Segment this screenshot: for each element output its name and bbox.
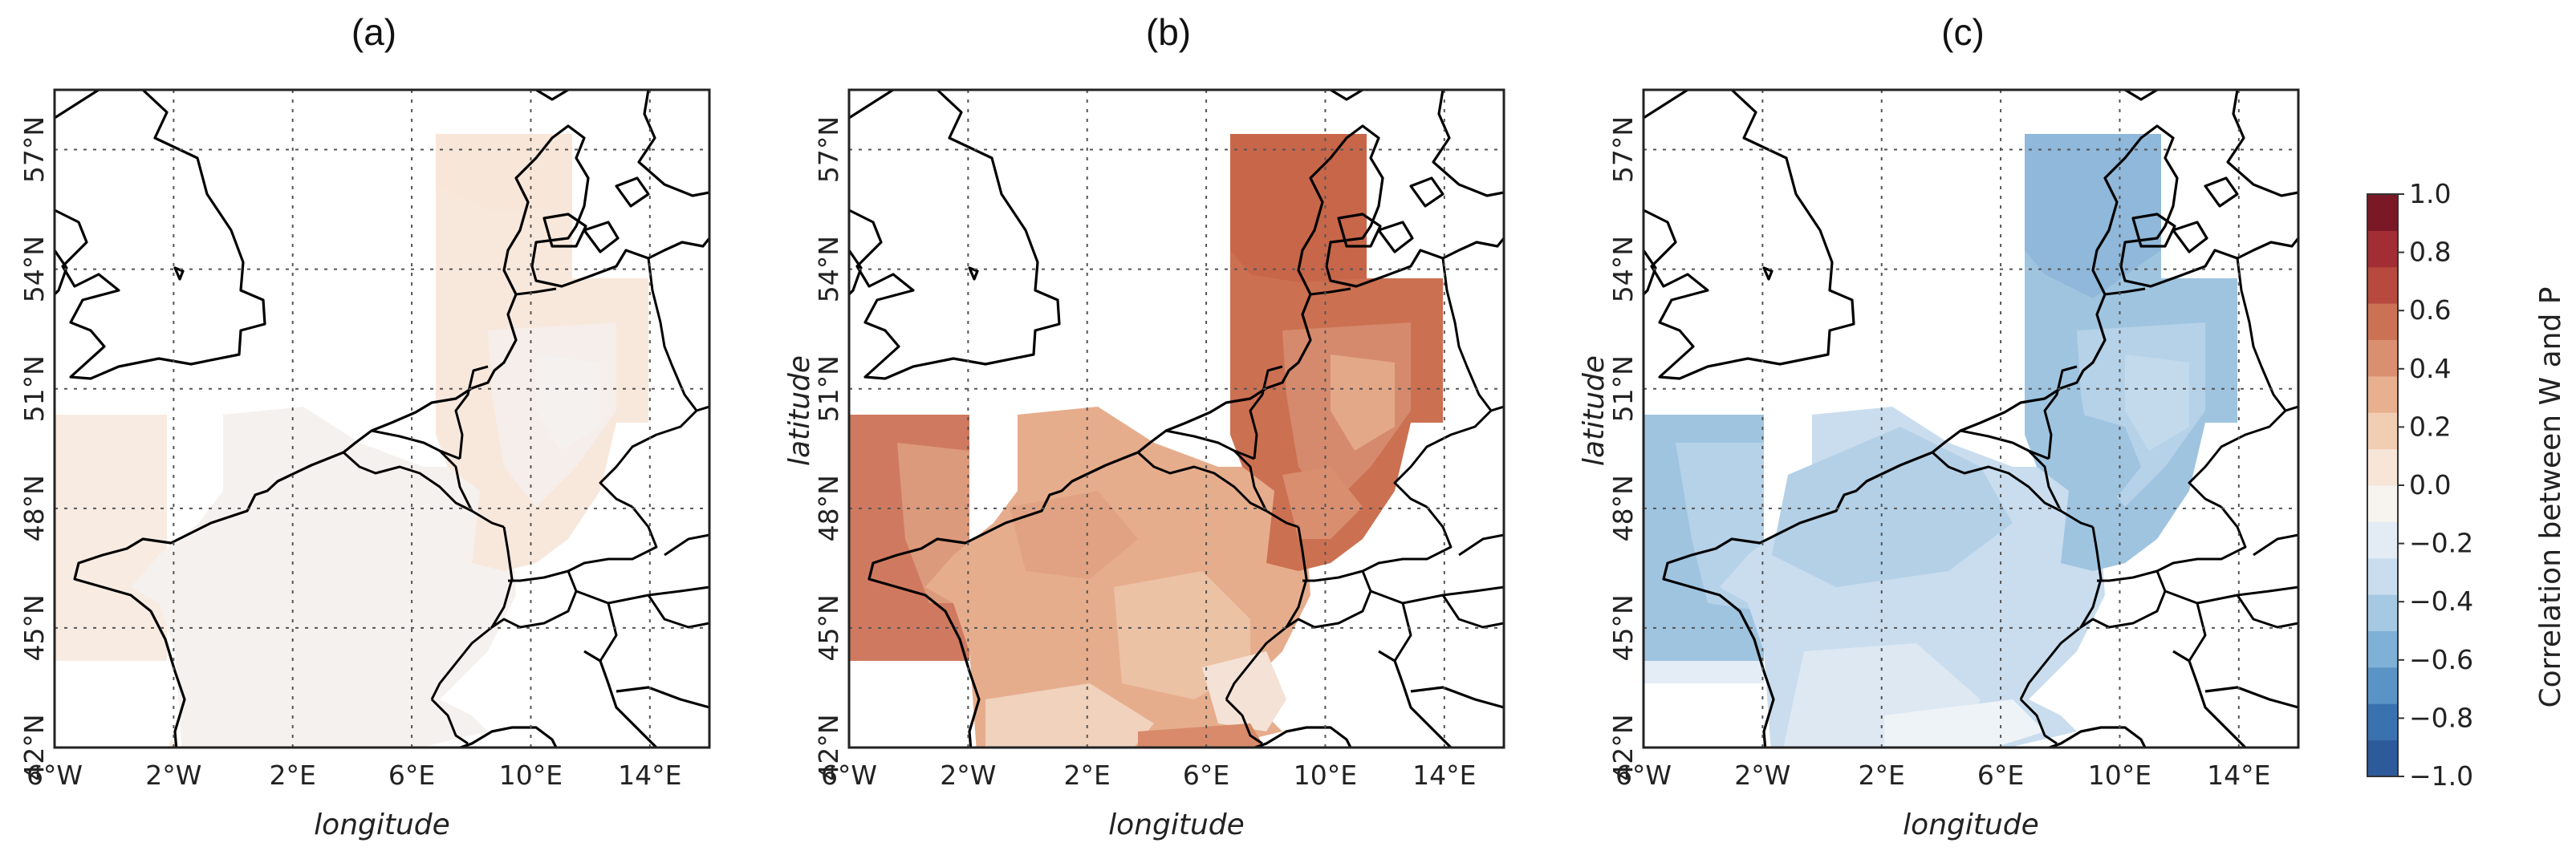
lat-tick-label: 51°N: [813, 355, 844, 422]
colorbar-segment: [2367, 303, 2398, 340]
colorbar-tick-label: −0.4: [2409, 586, 2473, 617]
lon-tick-label: 2°W: [145, 760, 201, 791]
colorbar-tick-label: 0.0: [2409, 469, 2451, 500]
colorbar-segment: [2367, 339, 2398, 377]
lon-tick-label: 10°E: [1294, 760, 1357, 791]
lon-tick-label: 10°E: [2088, 760, 2151, 791]
map-frame: [847, 88, 1505, 749]
colorbar-tick-label: 0.4: [2409, 353, 2451, 384]
lon-tick-label: 6°W: [821, 760, 877, 791]
lon-tick-label: 6°E: [1183, 760, 1229, 791]
lat-tick-label: 48°N: [813, 475, 844, 541]
colorbar-segment: [2367, 194, 2398, 231]
colorbar-segment: [2367, 266, 2398, 304]
lat-tick-label: 54°N: [813, 236, 844, 302]
lat-tick-label: 48°N: [1607, 475, 1639, 541]
lon-tick-label: 10°E: [499, 760, 563, 791]
panel-title: (a): [351, 11, 396, 53]
lat-tick-label: 45°N: [813, 594, 844, 661]
colorbar-segment: [2367, 412, 2398, 450]
x-axis-label: longitude: [314, 808, 450, 841]
lon-tick-label: 6°W: [26, 760, 83, 791]
map-frame: [1642, 88, 2300, 749]
colorbar-segment: [2367, 230, 2398, 268]
lat-tick-label: 42°N: [18, 714, 50, 780]
lon-tick-label: 14°E: [2207, 760, 2270, 791]
colorbar-segment: [2367, 375, 2398, 413]
lat-tick-label: 57°N: [18, 116, 50, 183]
colorbar-segment: [2367, 703, 2398, 741]
lat-tick-label: 54°N: [1607, 236, 1639, 302]
lon-tick-label: 2°E: [1064, 760, 1111, 791]
map-frame: [53, 88, 711, 749]
lon-tick-label: 2°W: [940, 760, 996, 791]
map-panel-b: 6°W 2°W 2°E 6°E 10°E 14°E 42°N 45°N 48°N 51°N 54°N…: [783, 11, 1505, 841]
panel-title: (b): [1146, 11, 1191, 53]
lon-tick-label: 14°E: [618, 760, 681, 791]
y-axis-label: latitude: [1578, 355, 1611, 466]
x-axis-label: longitude: [1903, 808, 2039, 841]
colorbar-tick-label: 0.6: [2409, 294, 2451, 326]
colorbar-segment: [2367, 557, 2398, 595]
colorbar-segment: [2367, 594, 2398, 631]
lon-tick-label: 2°W: [1734, 760, 1790, 791]
colorbar-segment: [2367, 630, 2398, 668]
panel-title: (c): [1941, 11, 1985, 53]
lat-tick-label: 57°N: [813, 116, 844, 183]
lat-tick-label: 51°N: [1607, 355, 1639, 422]
lon-tick-label: 14°E: [1412, 760, 1476, 791]
colorbar-segment: [2367, 485, 2398, 522]
colorbar-tick-label: 1.0: [2409, 178, 2451, 209]
colorbar-tick-label: −0.2: [2409, 528, 2473, 559]
lon-tick-label: 6°E: [1977, 760, 2024, 791]
colorbar-segment: [2367, 521, 2398, 559]
colorbar-tick-label: −0.8: [2409, 702, 2473, 733]
lat-tick-label: 48°N: [18, 475, 50, 541]
colorbar-segment: [2367, 740, 2398, 777]
lat-tick-label: 57°N: [1607, 116, 1639, 183]
lon-tick-label: 2°E: [1859, 760, 1905, 791]
colorbar-segment: [2367, 667, 2398, 704]
colorbar-tick-label: 0.2: [2409, 411, 2451, 442]
colorbar-tick-label: 0.8: [2409, 237, 2451, 268]
lat-tick-label: 42°N: [813, 714, 844, 780]
map-panel-a: 6°W 2°W 2°E 6°E 10°E 14°E 42°N 45°N 48°N 51°N 54°N…: [18, 11, 711, 841]
map-panel-c: 6°W 2°W 2°E 6°E 10°E 14°E 42°N 45°N 48°N 51°N 54°N…: [1578, 11, 2300, 841]
lat-tick-label: 51°N: [18, 355, 50, 422]
colorbar-label: Correlation between W and P: [2534, 287, 2567, 708]
colorbar-tick-label: −1.0: [2409, 760, 2473, 792]
lon-tick-label: 6°E: [388, 760, 435, 791]
colorbar-segment: [2367, 448, 2398, 486]
lat-tick-label: 45°N: [18, 594, 50, 661]
colorbar: 1.0 0.8 0.6 0.4 0.2 0.0 −0.2 −0.4 −0.6 −0.8 −1.0: [2367, 178, 2473, 792]
lat-tick-label: 42°N: [1607, 714, 1639, 780]
y-axis-label: latitude: [783, 355, 816, 466]
lat-tick-label: 45°N: [1607, 594, 1639, 661]
lon-tick-label: 6°W: [1615, 760, 1672, 791]
x-axis-label: longitude: [1108, 808, 1245, 841]
colorbar-tick-label: −0.6: [2409, 644, 2473, 675]
lon-tick-label: 2°E: [270, 760, 316, 791]
lat-tick-label: 54°N: [18, 236, 50, 302]
